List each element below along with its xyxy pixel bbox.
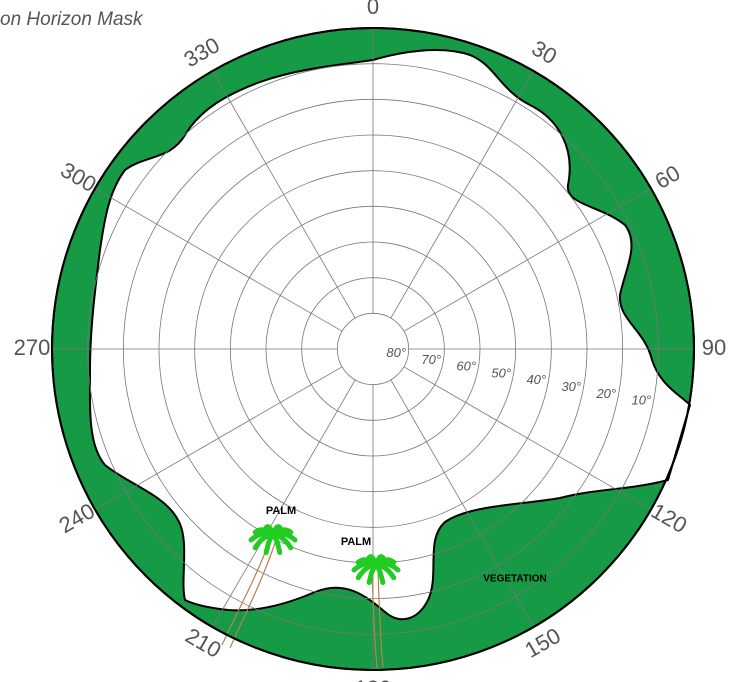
title: on Horizon Mask: [0, 9, 144, 30]
elevation-label: 50°: [491, 365, 511, 380]
outer-circle: [51, 27, 695, 671]
azimuth-spoke: [390, 70, 534, 319]
vegetation-label: VEGETATION: [483, 574, 547, 585]
palm-crown: [248, 524, 298, 556]
azimuth-spoke: [403, 188, 652, 332]
elevation-label: 30°: [561, 379, 581, 394]
azimuth-spoke: [403, 366, 652, 510]
azimuth-label: 90: [702, 335, 726, 360]
azimuth-spoke: [212, 70, 356, 319]
azimuth-label: 330: [180, 32, 224, 72]
elevation-label: 80°: [386, 345, 406, 360]
azimuth-label: 60: [651, 160, 685, 194]
trees: [221, 524, 401, 669]
azimuth-spoke: [212, 379, 356, 628]
palm-leaf: [373, 557, 397, 569]
elevation-label: 40°: [526, 372, 546, 387]
palm-crown: [351, 554, 401, 586]
palm-label: PALM: [266, 505, 296, 517]
elevation-label: 10°: [631, 393, 651, 408]
azimuth-label: 180: [355, 676, 392, 682]
elevation-label: 70°: [421, 352, 441, 367]
elevation-label: 60°: [456, 359, 476, 374]
palm-crowns: [248, 524, 401, 586]
azimuth-label: 30: [527, 35, 561, 69]
azimuth-spoke: [94, 188, 343, 332]
azimuth-label: 270: [14, 335, 51, 360]
azimuth-spoke: [390, 379, 534, 628]
azimuth-label: 0: [367, 0, 379, 19]
elevation-label: 20°: [595, 386, 616, 401]
palm-label: PALM: [341, 536, 371, 548]
palm-leaf: [270, 527, 294, 539]
azimuth-spoke: [94, 366, 343, 510]
